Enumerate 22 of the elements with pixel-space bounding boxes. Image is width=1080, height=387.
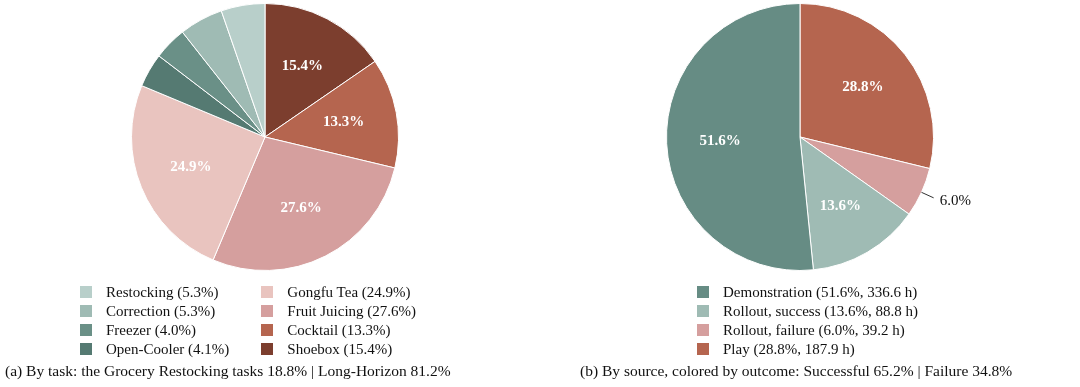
legend-label: Shoebox (15.4%) bbox=[287, 340, 393, 358]
legend-label: Cocktail (13.3%) bbox=[287, 321, 391, 339]
text: (a) By task: the Grocery Restocking tasks 18.8% | Long-Horizon 81.2% bbox=[5, 362, 451, 380]
data-label: 27.6% bbox=[280, 199, 322, 216]
legend-label: Play (28.8%, 187.9 h) bbox=[723, 340, 855, 358]
legend-label: Rollout, success (13.6%, 88.8 h) bbox=[723, 302, 918, 320]
legend-label: Open-Cooler (4.1%) bbox=[106, 340, 230, 358]
legend-label: Gongfu Tea (24.9%) bbox=[287, 283, 411, 301]
data-label: 51.6% bbox=[699, 131, 741, 148]
legend-label: Restocking (5.3%) bbox=[106, 283, 219, 301]
data-label: 15.4% bbox=[281, 56, 323, 73]
text: (b) By source, colored by outcome: Successful 65.2% | Failure 34.8% bbox=[580, 362, 1013, 380]
data-label: 6.0% bbox=[939, 191, 971, 208]
data-label: 24.9% bbox=[170, 158, 212, 175]
legend-label: Demonstration (51.6%, 336.6 h) bbox=[723, 283, 918, 301]
legend-label: Rollout, failure (6.0%, 39.2 h) bbox=[723, 321, 905, 339]
data-label: 13.6% bbox=[819, 197, 861, 214]
data-label: 13.3% bbox=[323, 113, 365, 130]
data-label: 28.8% bbox=[842, 78, 884, 95]
legend-label: Freezer (4.0%) bbox=[106, 321, 196, 339]
legend-label: Correction (5.3%) bbox=[106, 302, 216, 320]
legend-label: Fruit Juicing (27.6%) bbox=[287, 302, 417, 320]
